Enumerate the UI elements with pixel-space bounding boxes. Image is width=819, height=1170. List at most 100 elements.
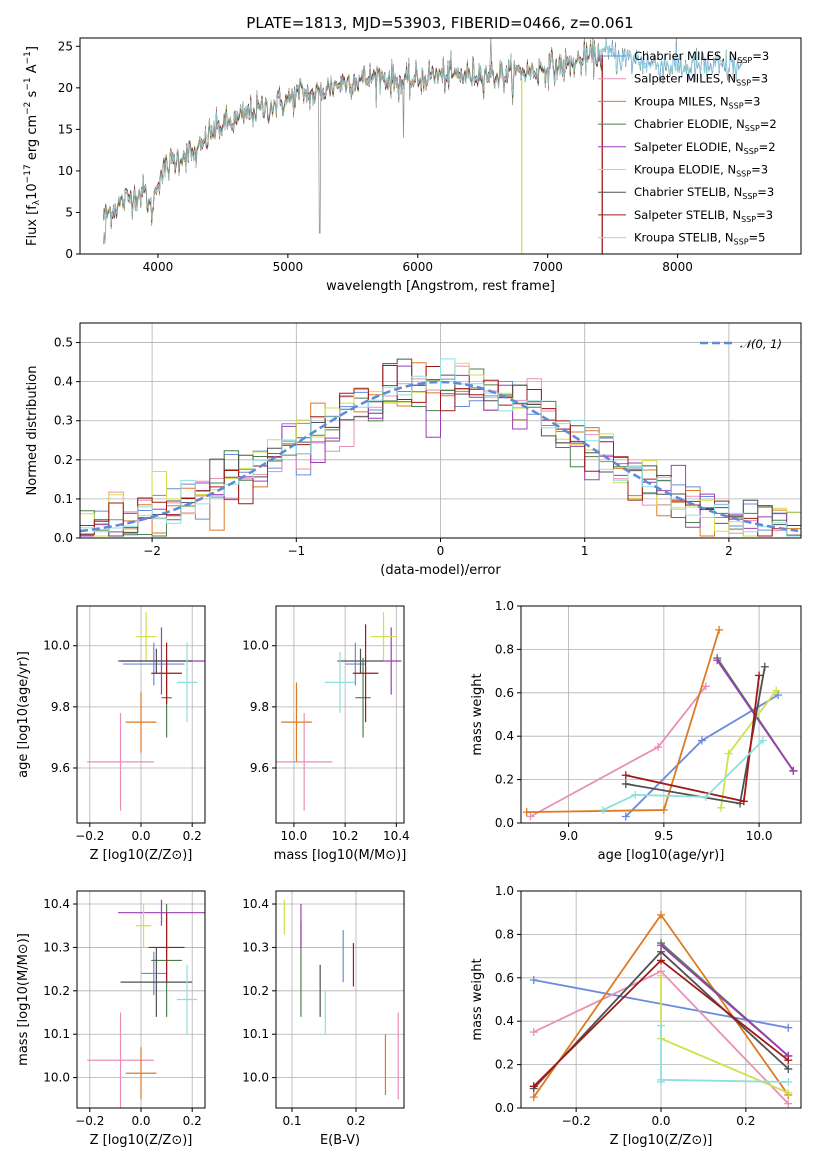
plot-frame	[79, 37, 802, 255]
x-tick-label: −1	[287, 544, 305, 558]
x-tick-label: 10.2	[332, 829, 359, 843]
x-tick-label: −0.2	[75, 829, 104, 843]
y-tick-label: 0.0	[54, 531, 73, 545]
weight-series-line	[660, 975, 789, 1094]
plot-area	[87, 899, 205, 1108]
legend-entry: Chabrier MILES, NSSP=3	[634, 49, 769, 65]
weight-point-marker	[784, 1077, 793, 1086]
x-tick-label: 1	[581, 544, 589, 558]
weight-point-marker	[621, 779, 630, 788]
legend-entry: Salpeter MILES, NSSP=3	[634, 72, 768, 88]
weight-point-marker	[717, 803, 725, 812]
y-tick-label: 10.2	[242, 984, 269, 998]
y-tick-label: 10.3	[43, 940, 70, 954]
legend-entry: Kroupa STELIB, NSSP=5	[634, 231, 765, 247]
weight-point-marker	[657, 910, 665, 919]
y-tick-label: 1.0	[495, 884, 514, 898]
legend: 𝒩(0, 1)	[700, 337, 782, 351]
weight-point-marker	[724, 749, 733, 758]
x-axis-label: Z [log10(Z/Z⊙)]	[610, 1133, 713, 1148]
y-axis-label: mass [log10(M/M⊙)]	[16, 933, 31, 1066]
plot-frame	[76, 890, 206, 1109]
weight-point-marker	[755, 671, 764, 680]
y-tick-label: 5	[65, 205, 73, 219]
y-tick-label: 0.6	[495, 686, 514, 700]
plot-frame	[275, 890, 405, 1109]
weight-point-marker	[529, 975, 538, 984]
plot-area	[103, 38, 743, 254]
x-tick-label: 7000	[532, 260, 563, 274]
plot-area	[276, 612, 402, 811]
x-axis-label: Z [log10(Z/Z⊙)]	[90, 1133, 193, 1148]
x-tick-label: 10.0	[746, 829, 773, 843]
plot-frame	[275, 605, 405, 824]
weight-point-marker	[758, 736, 767, 745]
weight-point-marker	[772, 686, 781, 695]
plot-area	[283, 899, 399, 1100]
y-axis-label: Flux [fλ10−17 erg cm−2 s−1 A−1]	[23, 46, 42, 246]
y-tick-label: 10.3	[242, 940, 269, 954]
weight-point-marker	[784, 1099, 793, 1108]
x-tick-label: 0.0	[131, 1114, 150, 1128]
x-tick-label: 9.0	[559, 829, 578, 843]
y-tick-label: 10.4	[43, 897, 70, 911]
x-tick-label: 0.2	[736, 1114, 755, 1128]
plot-area	[87, 612, 205, 811]
y-axis-label: mass weight	[470, 958, 485, 1040]
legend: Chabrier MILES, NSSP=3 Salpeter MILES, NS…	[598, 49, 777, 247]
y-tick-label: 0.2	[495, 1058, 514, 1072]
weight-series-line	[660, 944, 789, 1057]
weight-point-marker	[526, 812, 535, 821]
legend-entry: Kroupa ELODIE, NSSP=3	[634, 163, 768, 179]
spectrum-model-line	[103, 43, 603, 227]
weight-point-marker	[760, 662, 769, 671]
x-tick-label: 6000	[402, 260, 433, 274]
normal-reference-curve	[80, 380, 799, 533]
y-tick-label: 9.8	[250, 700, 269, 714]
legend-entry: Kroupa MILES, NSSP=3	[634, 94, 760, 110]
x-tick-label: 0.2	[183, 829, 202, 843]
weight-series-line	[602, 739, 764, 811]
y-axis-label: mass weight	[470, 673, 485, 755]
plot-area	[529, 910, 793, 1108]
y-tick-label: 10.4	[242, 897, 269, 911]
weight-point-marker	[659, 805, 668, 814]
y-tick-label: 10.1	[43, 1027, 70, 1041]
weight-point-marker	[784, 1056, 793, 1065]
y-tick-label: 0.2	[54, 453, 73, 467]
y-tick-label: 0.4	[495, 1014, 514, 1028]
plot-area	[80, 358, 801, 538]
weight-point-marker	[529, 1082, 538, 1091]
plot-residuals: −2 −1 0 1 2 0.0 0.1 0.2 0.3 0.4 0.5 (data-model)/er…	[25, 322, 802, 578]
x-tick-label: 8000	[662, 260, 693, 274]
y-tick-label: 1.0	[495, 599, 514, 613]
y-tick-label: 0.0	[495, 816, 514, 830]
weight-point-marker	[701, 682, 710, 691]
x-tick-label: −0.2	[75, 1114, 104, 1128]
y-tick-label: 9.6	[51, 761, 70, 775]
weight-point-marker	[713, 656, 722, 665]
spectrum-model-line	[103, 39, 743, 226]
x-tick-label: 0.2	[183, 1114, 202, 1128]
x-tick-label: 0	[437, 544, 445, 558]
x-tick-label: 2	[725, 544, 733, 558]
y-tick-label: 0.0	[495, 1101, 514, 1115]
weight-point-marker	[701, 792, 710, 801]
x-axis-label: Z [log10(Z/Z⊙)]	[90, 848, 193, 863]
y-tick-label: 25	[58, 39, 73, 53]
y-tick-label: 0.8	[495, 642, 514, 656]
y-tick-label: 0.4	[495, 729, 514, 743]
weight-series-line	[526, 629, 720, 813]
y-tick-label: 15	[58, 122, 73, 136]
y-tick-label: 0.5	[54, 336, 73, 350]
y-axis-label: Normed distribution	[25, 366, 40, 496]
figure-title: PLATE=1813, MJD=53903, FIBERID=0466, z=0…	[246, 14, 633, 32]
x-axis-label: mass [log10(M/M⊙)]	[274, 848, 407, 863]
plot-area	[522, 625, 798, 821]
plot-z-age: −0.2 0.0 0.2 9.6 9.8 10.0 Z [log10(Z/Z⊙)] age […	[16, 605, 206, 863]
x-tick-label: 4000	[143, 260, 174, 274]
x-tick-label: 5000	[273, 260, 304, 274]
weight-point-marker	[697, 736, 706, 745]
x-tick-label: 9.5	[654, 829, 673, 843]
